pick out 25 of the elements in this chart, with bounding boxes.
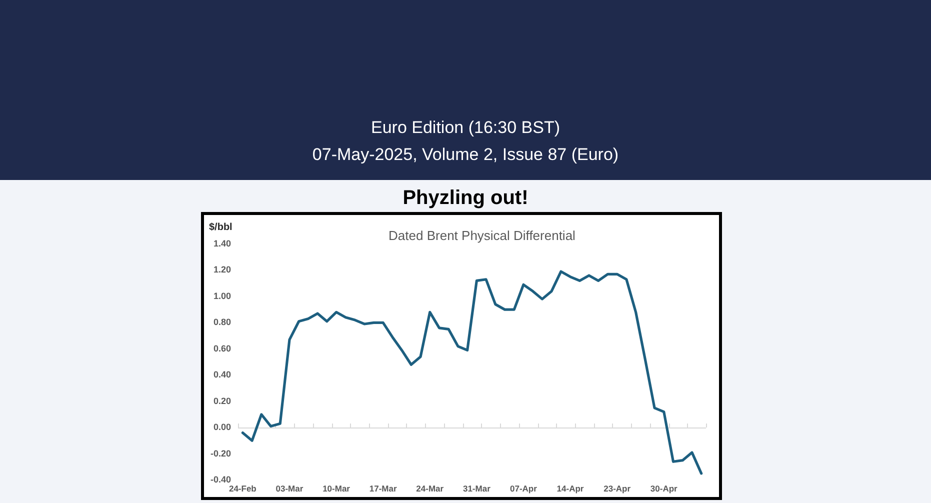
x-tick-label: 23-Apr: [604, 483, 632, 494]
y-axis-title: $/bbl: [209, 222, 232, 234]
x-tick-label: 07-Apr: [510, 483, 538, 494]
y-tick-label: 0.40: [213, 370, 231, 380]
y-tick-label: 1.20: [213, 264, 231, 275]
text: 07-May-2025, Volume 2, Issue 87 (Euro): [311, 145, 620, 165]
x-tick-label: 31-Mar: [462, 483, 492, 494]
chart-title: Phyzling out!: [402, 186, 530, 210]
x-tick-label: 17-Mar: [369, 483, 398, 494]
x-tick-label: 24-Mar: [416, 483, 444, 494]
y-tick-label: 0.00: [213, 422, 231, 432]
x-tick-label: 14-Apr: [556, 483, 584, 494]
x-tick-label: 03-Mar: [276, 483, 304, 494]
y-tick-label: 1.40: [213, 238, 231, 248]
y-tick-label: 0.20: [213, 396, 231, 406]
chart-subtitle: Dated Brent Physical Differential: [388, 228, 576, 244]
x-tick-label: 24-Feb: [228, 483, 256, 494]
x-tick-label: 10-Mar: [322, 483, 351, 494]
y-tick-label: 0.80: [213, 317, 231, 328]
y-tick-label: 0.60: [213, 343, 231, 354]
y-tick-label: 1.00: [213, 290, 231, 301]
y-tick-label: -0.20: [210, 448, 231, 458]
text: Euro Edition (16:30 BST): [370, 118, 561, 138]
y-tick-label: -0.40: [210, 474, 231, 484]
x-tick-label: 30-Apr: [650, 483, 678, 494]
